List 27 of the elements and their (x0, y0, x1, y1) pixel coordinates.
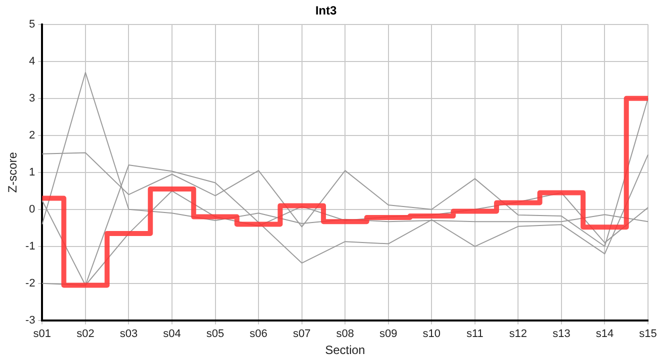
x-tick-label: s03 (120, 328, 138, 340)
x-tick-label: s14 (596, 328, 614, 340)
x-tick-label: s15 (639, 328, 657, 340)
y-tick-label: 3 (29, 92, 36, 104)
y-tick-label: 0 (29, 203, 36, 216)
x-tick-label: s08 (336, 328, 354, 340)
y-tick-label: 2 (29, 129, 36, 142)
x-tick-label: s09 (379, 328, 398, 340)
y-tick-label: 5 (29, 18, 36, 30)
y-tick-label: 1 (29, 166, 36, 178)
x-tick-label: s10 (422, 328, 441, 340)
y-tick-label: -3 (25, 314, 36, 326)
x-tick-label: s04 (163, 328, 181, 340)
x-tick-label: s06 (250, 328, 268, 340)
x-tick-label: s07 (292, 328, 311, 340)
x-tick-label: s01 (33, 328, 52, 340)
y-tick-label: 4 (29, 55, 36, 68)
x-tick-label: s13 (552, 328, 570, 340)
y-tick-label: -1 (25, 240, 36, 252)
y-tick-label: -2 (25, 277, 36, 290)
chart-title: Int3 (315, 4, 337, 18)
x-tick-label: s11 (466, 328, 484, 340)
y-axis-title: Z-score (6, 152, 20, 193)
x-tick-label: s02 (76, 328, 94, 340)
x-tick-label: s05 (206, 328, 224, 340)
x-axis-title: Section (325, 343, 366, 358)
x-tick-label: s12 (509, 328, 528, 340)
